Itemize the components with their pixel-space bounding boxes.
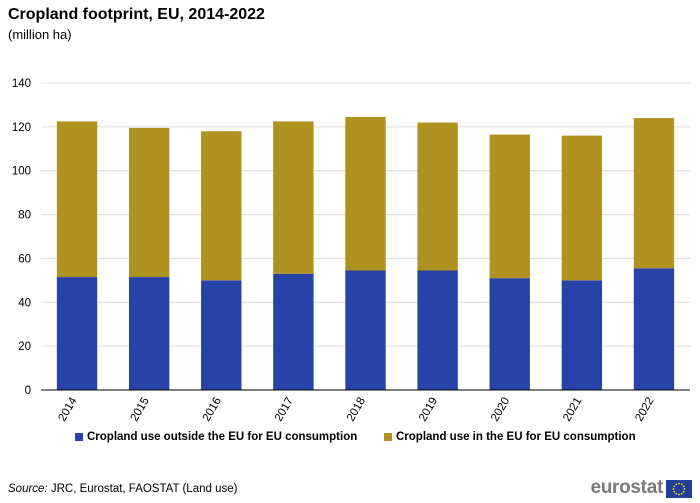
eu-flag-icon xyxy=(666,480,692,498)
source-text: JRC, Eurostat, FAOSTAT (Land use) xyxy=(47,483,238,495)
bar-2018-series-0 xyxy=(345,270,386,390)
y-tick-label-120: 120 xyxy=(12,122,31,134)
bar-2020-series-0 xyxy=(489,278,530,390)
bar-2022-series-0 xyxy=(633,268,675,390)
x-tick-label-2022: 2022 xyxy=(633,396,656,424)
legend-swatch-in-eu xyxy=(384,433,392,441)
bar-2017-series-1 xyxy=(273,121,314,274)
bar-2020-series-1 xyxy=(489,134,530,279)
x-tick-label-2021: 2021 xyxy=(561,396,584,424)
source-label: Source: xyxy=(8,483,48,495)
y-tick-label-100: 100 xyxy=(12,166,31,178)
bar-2014-series-1 xyxy=(56,121,98,278)
bar-2018-series-1 xyxy=(345,116,386,271)
chart-subtitle: (million ha) xyxy=(8,27,72,42)
y-tick-label-80: 80 xyxy=(18,210,31,222)
bar-chart: 0 20 40 60 80 100 120 140 2014 2015 2016 2017 2018 20… xyxy=(12,78,690,424)
eurostat-logo-text: eurostat xyxy=(590,477,663,498)
y-tick-label-140: 140 xyxy=(12,78,31,90)
bar-2015-series-0 xyxy=(128,277,170,390)
bar-2021-series-0 xyxy=(561,280,603,390)
y-tick-label-0: 0 xyxy=(25,385,31,397)
bar-2017-series-0 xyxy=(273,273,314,390)
legend-label-outside-eu: Cropland use outside the EU for EU consu… xyxy=(87,431,358,443)
y-tick-label-40: 40 xyxy=(18,297,31,309)
x-tick-label-2015: 2015 xyxy=(129,396,152,424)
legend-label-in-eu: Cropland use in the EU for EU consumptio… xyxy=(396,431,636,443)
bar-2022-series-1 xyxy=(633,118,675,269)
x-tick-label-2017: 2017 xyxy=(273,396,296,424)
legend-item-in-eu: Cropland use in the EU for EU consumptio… xyxy=(384,431,636,443)
x-tick-label-2018: 2018 xyxy=(345,396,368,424)
source-note: Source: JRC, Eurostat, FAOSTAT (Land use… xyxy=(8,483,237,495)
x-tick-label-2020: 2020 xyxy=(489,396,512,424)
bar-2015-series-1 xyxy=(128,127,170,278)
bar-2016-series-1 xyxy=(201,131,242,281)
bar-2014-series-0 xyxy=(56,277,98,390)
legend-item-outside-eu: Cropland use outside the EU for EU consu… xyxy=(75,431,357,443)
y-tick-label-60: 60 xyxy=(18,253,31,265)
bar-2019-series-0 xyxy=(417,270,458,390)
legend-swatch-outside-eu xyxy=(75,433,83,441)
x-tick-label-2016: 2016 xyxy=(201,396,224,424)
x-tick-label-2014: 2014 xyxy=(56,395,79,424)
bar-2019-series-1 xyxy=(417,122,458,271)
x-tick-label-2019: 2019 xyxy=(417,396,440,424)
chart-title: Cropland footprint, EU, 2014-2022 xyxy=(8,6,265,23)
bar-2016-series-0 xyxy=(201,280,242,390)
y-tick-label-20: 20 xyxy=(18,341,31,353)
bar-2021-series-1 xyxy=(561,135,603,281)
